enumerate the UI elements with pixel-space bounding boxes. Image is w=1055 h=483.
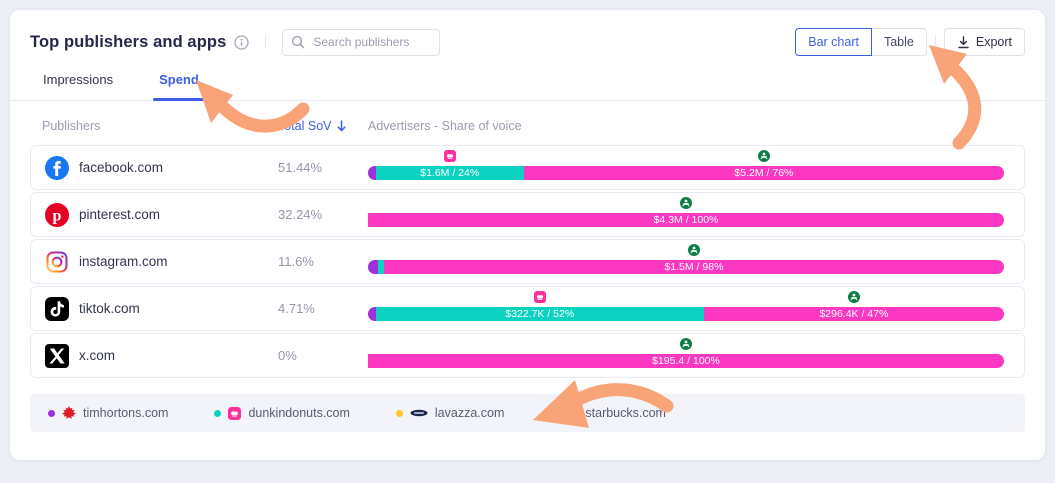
legend-item-lavazza[interactable]: lavazza.com <box>396 406 504 420</box>
starbucks-logo-icon <box>680 338 692 350</box>
dunkindonuts-logo-icon <box>228 407 241 420</box>
column-headers: Publishers Total SoV Advertisers - Share… <box>10 119 1045 133</box>
table-button[interactable]: Table <box>872 28 927 56</box>
x-icon <box>45 344 69 368</box>
bar-segment-label: $5.2M / 76% <box>524 166 1004 180</box>
total-sov-value: 0% <box>278 348 368 363</box>
total-sov-value: 51.44% <box>278 160 368 175</box>
share-of-voice-bar: $322.7K / 52% $296.4K / 47% <box>368 287 1010 330</box>
legend-label: timhortons.com <box>83 406 168 420</box>
dunkindonuts-logo-icon <box>534 291 546 303</box>
table-row-pinterest[interactable]: p pinterest.com 32.24% $4.3M / 100% <box>30 192 1025 237</box>
legend-item-starbucks[interactable]: starbucks.com <box>550 406 666 420</box>
bar-segment-starbucks[interactable]: $4.3M / 100% <box>368 213 1004 227</box>
total-sov-value: 4.71% <box>278 301 368 316</box>
facebook-icon <box>45 156 69 180</box>
card-header: Top publishers and apps Bar chart Table <box>10 10 1045 56</box>
total-sov-value: 32.24% <box>278 207 368 222</box>
search-icon <box>291 35 305 54</box>
dunkindonuts-logo-icon <box>444 150 456 162</box>
timhortons-maple-leaf-icon <box>62 406 76 420</box>
bar-segment-dunkindonuts[interactable]: $1.6M / 24% <box>376 166 524 180</box>
share-of-voice-bar: $195.4 / 100% <box>368 334 1010 377</box>
bar-segment-timhortons[interactable] <box>368 260 378 274</box>
export-label: Export <box>976 35 1012 49</box>
legend-dot <box>550 410 557 417</box>
tiktok-icon <box>45 297 69 321</box>
publisher-name: tiktok.com <box>79 301 140 316</box>
legend-dot <box>48 410 55 417</box>
bar-chart-button[interactable]: Bar chart <box>795 28 872 56</box>
tab-impressions[interactable]: Impressions <box>43 72 113 100</box>
bar-segment-dunkindonuts[interactable]: $322.7K / 52% <box>376 307 704 321</box>
publisher-name: x.com <box>79 348 115 363</box>
starbucks-logo-icon <box>848 291 860 303</box>
table-row-instagram[interactable]: instagram.com 11.6% $1.5M / 98% <box>30 239 1025 284</box>
svg-text:p: p <box>53 207 62 224</box>
bar-segment-starbucks[interactable]: $5.2M / 76% <box>524 166 1004 180</box>
bar-segment-label: $1.6M / 24% <box>376 166 524 180</box>
starbucks-logo-icon <box>680 197 692 209</box>
share-of-voice-bar: $1.6M / 24% $5.2M / 76% <box>368 146 1010 189</box>
bar-segment-label: $296.4K / 47% <box>704 307 1004 321</box>
legend-label: lavazza.com <box>435 406 504 420</box>
search-input[interactable] <box>282 29 440 56</box>
pinterest-icon: p <box>45 203 69 227</box>
legend-dot <box>396 410 403 417</box>
tab-bar: Impressions Spend <box>10 72 1045 101</box>
advertiser-legend: timhortons.com dunkindonuts.com lavazza.… <box>30 394 1025 432</box>
divider <box>265 35 266 49</box>
bar-segment-label: $322.7K / 52% <box>376 307 704 321</box>
legend-label: dunkindonuts.com <box>248 406 349 420</box>
starbucks-logo-icon <box>758 150 770 162</box>
share-of-voice-bar: $4.3M / 100% <box>368 193 1010 236</box>
info-icon[interactable] <box>234 35 249 50</box>
search-publishers <box>282 29 440 56</box>
bar-segment-label: $195.4 / 100% <box>368 354 1004 368</box>
legend-item-dunkindonuts[interactable]: dunkindonuts.com <box>214 406 349 420</box>
page-title: Top publishers and apps <box>30 33 226 52</box>
column-total-sov[interactable]: Total SoV <box>278 119 368 133</box>
legend-label: starbucks.com <box>585 406 666 420</box>
bar-segment-starbucks[interactable]: $1.5M / 98% <box>384 260 1004 274</box>
total-sov-value: 11.6% <box>278 254 368 269</box>
starbucks-logo-icon <box>564 406 578 420</box>
starbucks-logo-icon <box>688 244 700 256</box>
table-row-x[interactable]: x.com 0% $195.4 / 100% <box>30 333 1025 378</box>
total-sov-label: Total SoV <box>278 119 332 133</box>
divider <box>935 35 936 49</box>
bar-segment-starbucks[interactable]: $195.4 / 100% <box>368 354 1004 368</box>
tab-spend[interactable]: Spend <box>159 72 199 100</box>
legend-dot <box>214 410 221 417</box>
top-publishers-card: Top publishers and apps Bar chart Table <box>10 10 1045 460</box>
bar-segment-timhortons[interactable] <box>368 307 376 321</box>
table-row-tiktok[interactable]: tiktok.com 4.71% $322.7K / 52% <box>30 286 1025 331</box>
sort-desc-icon[interactable] <box>336 120 347 132</box>
bar-segment-label: $4.3M / 100% <box>368 213 1004 227</box>
instagram-icon <box>45 250 69 274</box>
bar-segment-timhortons[interactable] <box>368 166 376 180</box>
export-button[interactable]: Export <box>944 28 1025 56</box>
column-publishers: Publishers <box>42 119 278 133</box>
publisher-name: instagram.com <box>79 254 168 269</box>
legend-item-timhortons[interactable]: timhortons.com <box>48 406 168 420</box>
view-toggle: Bar chart Table <box>795 28 927 56</box>
lavazza-logo-icon <box>410 409 428 417</box>
bar-segment-label: $1.5M / 98% <box>384 260 1004 274</box>
table-row-facebook[interactable]: facebook.com 51.44% $1.6M / 24% <box>30 145 1025 190</box>
column-advertisers: Advertisers - Share of voice <box>368 119 1013 133</box>
publisher-name: facebook.com <box>79 160 163 175</box>
publisher-table: facebook.com 51.44% $1.6M / 24% <box>10 145 1045 378</box>
publisher-name: pinterest.com <box>79 207 160 222</box>
share-of-voice-bar: $1.5M / 98% <box>368 240 1010 283</box>
bar-segment-starbucks[interactable]: $296.4K / 47% <box>704 307 1004 321</box>
download-icon <box>957 36 970 49</box>
